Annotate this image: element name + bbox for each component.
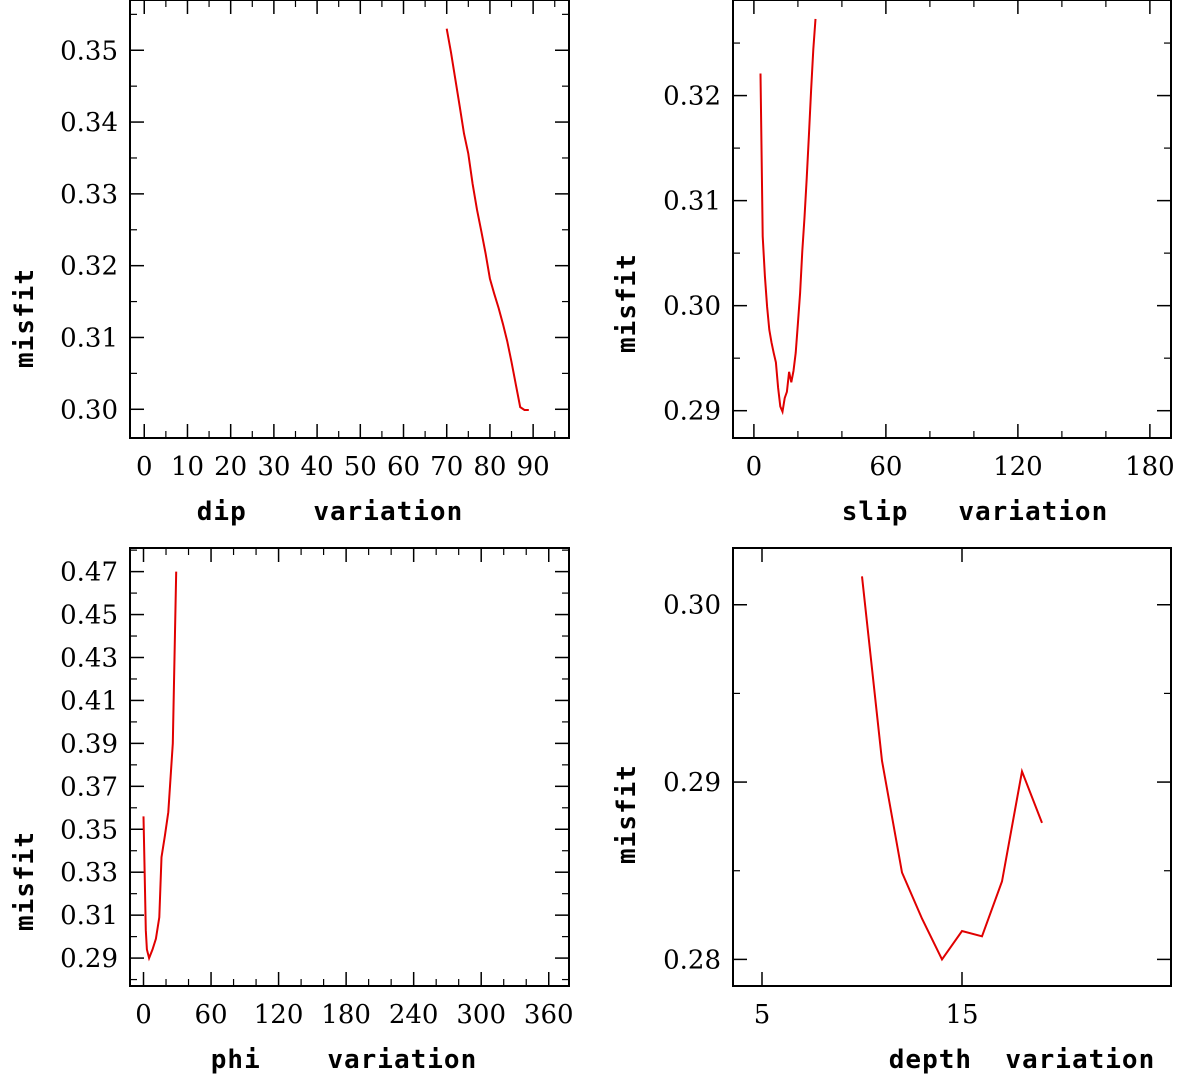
misfit-series-line xyxy=(445,28,529,411)
x-tick-label: 300 xyxy=(456,1000,506,1030)
x-tick-label: 180 xyxy=(1125,452,1175,482)
y-tick-label: 0.31 xyxy=(663,187,721,217)
y-tick-label: 0.30 xyxy=(60,395,118,425)
y-tick-label: 0.43 xyxy=(60,644,118,674)
x-tick-label: 120 xyxy=(993,452,1043,482)
x-tick-label: 30 xyxy=(257,452,290,482)
plot-frame xyxy=(129,0,570,439)
y-tick-label: 0.35 xyxy=(60,815,118,845)
x-axis-title: slip variation xyxy=(842,497,1108,527)
x-tick-label: 0 xyxy=(136,452,153,482)
y-tick-label: 0.34 xyxy=(60,108,118,138)
y-tick-label: 0.29 xyxy=(663,397,721,427)
x-axis-title: phi variation xyxy=(211,1045,477,1075)
y-tick-label: 0.32 xyxy=(663,82,721,112)
dip-variation-panel: 0 10 20 30 40 50 60 70 80 90 0.30 0.31 0.32 0.33 0.34 0… xyxy=(10,0,570,527)
y-axis-title: misfit xyxy=(612,764,642,864)
y-tick-label: 0.32 xyxy=(60,252,118,282)
x-tick-label: 60 xyxy=(387,452,420,482)
x-tick-label: 0 xyxy=(135,1000,152,1030)
x-axis-title: dip variation xyxy=(197,497,463,527)
x-tick-label: 70 xyxy=(430,452,463,482)
x-tick-label: 20 xyxy=(214,452,247,482)
slip-variation-panel: 0 60 120 180 0.29 0.30 0.31 0.32 slip variation m… xyxy=(612,0,1175,527)
misfit-series-line xyxy=(759,18,817,416)
y-tick-label: 0.35 xyxy=(60,36,118,66)
x-tick-label: 10 xyxy=(171,452,204,482)
plot-frame xyxy=(732,0,1172,439)
y-tick-label: 0.33 xyxy=(60,180,118,210)
y-axis-title: misfit xyxy=(10,268,40,368)
misfit-series-line xyxy=(861,576,1043,962)
y-tick-label: 0.47 xyxy=(60,558,118,588)
y-tick-label: 0.33 xyxy=(60,858,118,888)
x-tick-label: 120 xyxy=(254,1000,304,1030)
y-tick-label: 0.31 xyxy=(60,323,118,353)
x-tick-label: 15 xyxy=(945,1000,978,1030)
y-axis-title: misfit xyxy=(10,831,40,931)
y-tick-label: 0.28 xyxy=(663,945,721,975)
y-axis-title: misfit xyxy=(612,253,642,353)
y-tick-label: 0.37 xyxy=(60,772,118,802)
x-tick-label: 40 xyxy=(301,452,334,482)
y-tick-label: 0.41 xyxy=(60,686,118,716)
x-axis-title: depth variation xyxy=(889,1045,1155,1075)
y-tick-label: 0.30 xyxy=(663,591,721,621)
plot-frame xyxy=(129,547,570,987)
x-tick-label: 360 xyxy=(524,1000,574,1030)
x-tick-label: 240 xyxy=(389,1000,439,1030)
phi-variation-panel: 0 60 120 180 240 300 360 0.29 0.31 0.33 0.35 0.37 0.… xyxy=(10,547,574,1075)
x-tick-label: 60 xyxy=(869,452,902,482)
x-tick-label: 60 xyxy=(194,1000,227,1030)
y-tick-label: 0.39 xyxy=(60,729,118,759)
x-tick-label: 180 xyxy=(321,1000,371,1030)
plot-frame xyxy=(732,547,1172,987)
x-tick-label: 0 xyxy=(746,452,763,482)
x-tick-label: 5 xyxy=(754,1000,771,1030)
depth-variation-panel: 5 15 0.28 0.29 0.30 depth variation misfit xyxy=(612,547,1172,1075)
x-tick-label: 90 xyxy=(517,452,550,482)
misfit-series-line xyxy=(142,571,178,962)
y-tick-label: 0.29 xyxy=(663,768,721,798)
y-tick-label: 0.45 xyxy=(60,601,118,631)
x-tick-label: 80 xyxy=(473,452,506,482)
y-tick-label: 0.29 xyxy=(60,944,118,974)
x-tick-label: 50 xyxy=(344,452,377,482)
y-tick-label: 0.31 xyxy=(60,901,118,931)
y-tick-label: 0.30 xyxy=(663,292,721,322)
